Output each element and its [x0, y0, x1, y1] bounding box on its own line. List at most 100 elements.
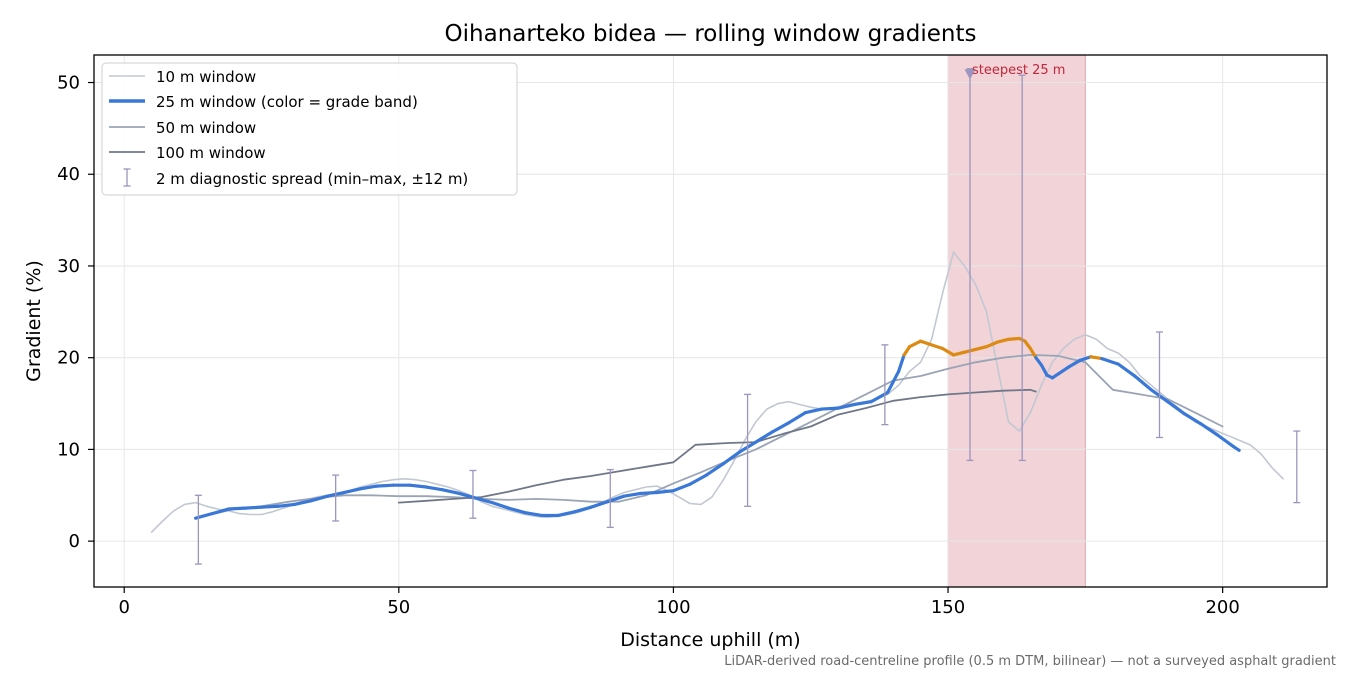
plot-frame	[93, 54, 1328, 588]
series-25m-segment	[902, 345, 912, 357]
series-25m-segment	[1133, 374, 1153, 392]
series-25m-segment	[704, 462, 725, 477]
series-25m-segment	[622, 491, 643, 498]
series-25m-segment	[556, 510, 577, 518]
series-25m-segment	[1100, 357, 1120, 366]
series-25m-segment	[210, 507, 231, 516]
series-25m-segment	[1028, 346, 1038, 360]
series-25m-segment	[655, 489, 676, 495]
diagnostic-spread-layer	[194, 68, 1301, 565]
series-25m-segment	[1182, 412, 1203, 426]
chart-title: Oihanarteko bidea — rolling window gradi…	[445, 21, 977, 47]
y-axis-title: Gradient (%)	[23, 260, 45, 382]
series-25m-segment	[507, 506, 527, 515]
steepest-marker	[964, 69, 976, 80]
series-25m-segment	[572, 505, 593, 514]
series-25m-segment	[490, 501, 511, 510]
series-25m-segment	[309, 494, 330, 503]
x-tick-label: 100	[656, 597, 690, 618]
series-25m-segment	[292, 499, 313, 507]
legend-box	[101, 62, 518, 196]
series-25m-segment	[243, 505, 264, 510]
y-axis-ticks: 0 10 20 30 40 50	[57, 73, 94, 552]
series-25m-segment	[754, 430, 774, 444]
series-25m-segment	[1215, 433, 1236, 449]
x-tick-label: 200	[1205, 597, 1239, 618]
series-layer	[150, 251, 1284, 533]
series-25m-segment	[375, 483, 395, 488]
series-25m-segment	[1039, 363, 1049, 377]
series-25m-segment	[897, 353, 906, 374]
spread-errorbar	[966, 68, 974, 462]
series-25m-segment	[721, 450, 741, 466]
series-25m-segment	[973, 345, 989, 352]
x-axis-title: Distance uphill (m)	[620, 629, 800, 651]
series-25m-segment	[441, 488, 461, 496]
y-tick-label: 40	[57, 164, 80, 185]
steepest-band	[947, 54, 1086, 588]
series-25m-segment	[688, 473, 708, 486]
spread-errorbar	[606, 468, 614, 529]
series-25m-segment	[995, 337, 1011, 344]
series-25m-segment	[918, 339, 934, 347]
series-25m-segment	[803, 407, 824, 415]
legend-label-100m: 100 m window	[156, 144, 266, 162]
series-25m-segment	[1006, 336, 1022, 341]
legend-swatch-spread	[123, 168, 131, 187]
series-25m-segment	[770, 421, 791, 434]
series-25m-segment	[984, 340, 1000, 349]
series-25m-segment	[929, 343, 945, 351]
series-25m-segment	[1067, 358, 1082, 369]
legend: 10 m window 25 m window (color = grade b…	[101, 62, 518, 196]
series-25m-segment	[951, 350, 967, 357]
series-25m-segment	[276, 502, 297, 508]
y-tick-label: 30	[57, 256, 80, 277]
series-25m-segment	[408, 483, 428, 489]
legend-label-25m: 25 m window (color = grade band)	[156, 93, 418, 111]
legend-label-50m: 50 m window	[156, 119, 256, 137]
spread-errorbar	[1018, 74, 1026, 462]
footnote: LiDAR-derived road-centreline profile (0…	[724, 654, 1336, 669]
series-25m-segment	[1056, 365, 1071, 376]
steepest-label: steepest 25 m	[972, 63, 1065, 78]
y-tick-label: 50	[57, 73, 80, 94]
spread-errorbar	[332, 474, 340, 522]
y-tick-label: 10	[57, 439, 80, 460]
series-25m-segment	[259, 504, 280, 509]
series-25m-segment	[638, 490, 659, 496]
spread-errorbar	[469, 469, 477, 519]
series-25m-segment	[836, 402, 857, 410]
spread-errorbar	[881, 344, 889, 426]
series-25m-segment	[474, 496, 494, 505]
series-25m-segment	[342, 487, 362, 495]
y-tick-label: 0	[69, 531, 80, 552]
series-25m-segment	[820, 406, 840, 411]
series-25m-segment	[1166, 400, 1186, 416]
series-25m-segment	[940, 346, 956, 357]
spread-errorbar	[744, 393, 752, 507]
series-100m-line	[397, 388, 1037, 504]
series-25m-segment	[1232, 445, 1241, 452]
series-25m-segment	[787, 411, 807, 425]
x-axis-ticks: 0 50 100 150 200	[118, 587, 1240, 618]
series-25m-segment	[589, 500, 610, 509]
plot-area: steepest 25 m	[93, 54, 1328, 588]
x-tick-label: 150	[931, 597, 965, 618]
series-50m-line	[194, 354, 1224, 520]
series-25m-segment	[1078, 355, 1093, 363]
series-25m-segment	[886, 369, 901, 395]
legend-label-spread: 2 m diagnostic spread (min–max, ±12 m)	[156, 170, 468, 188]
legend-label-10m: 10 m window	[156, 68, 256, 86]
x-tick-label: 50	[387, 597, 410, 618]
series-25m-segment	[424, 485, 445, 492]
series-25m-segment	[1199, 422, 1219, 437]
y-tick-label: 20	[57, 348, 80, 369]
series-25m-segment	[907, 339, 923, 349]
series-25m-segment	[358, 484, 379, 491]
spread-errorbar	[194, 494, 202, 565]
series-25m-segment	[523, 511, 544, 518]
series-25m-segment	[853, 400, 873, 407]
series-25m-segment	[1089, 355, 1104, 361]
series-25m-segment	[671, 482, 692, 493]
